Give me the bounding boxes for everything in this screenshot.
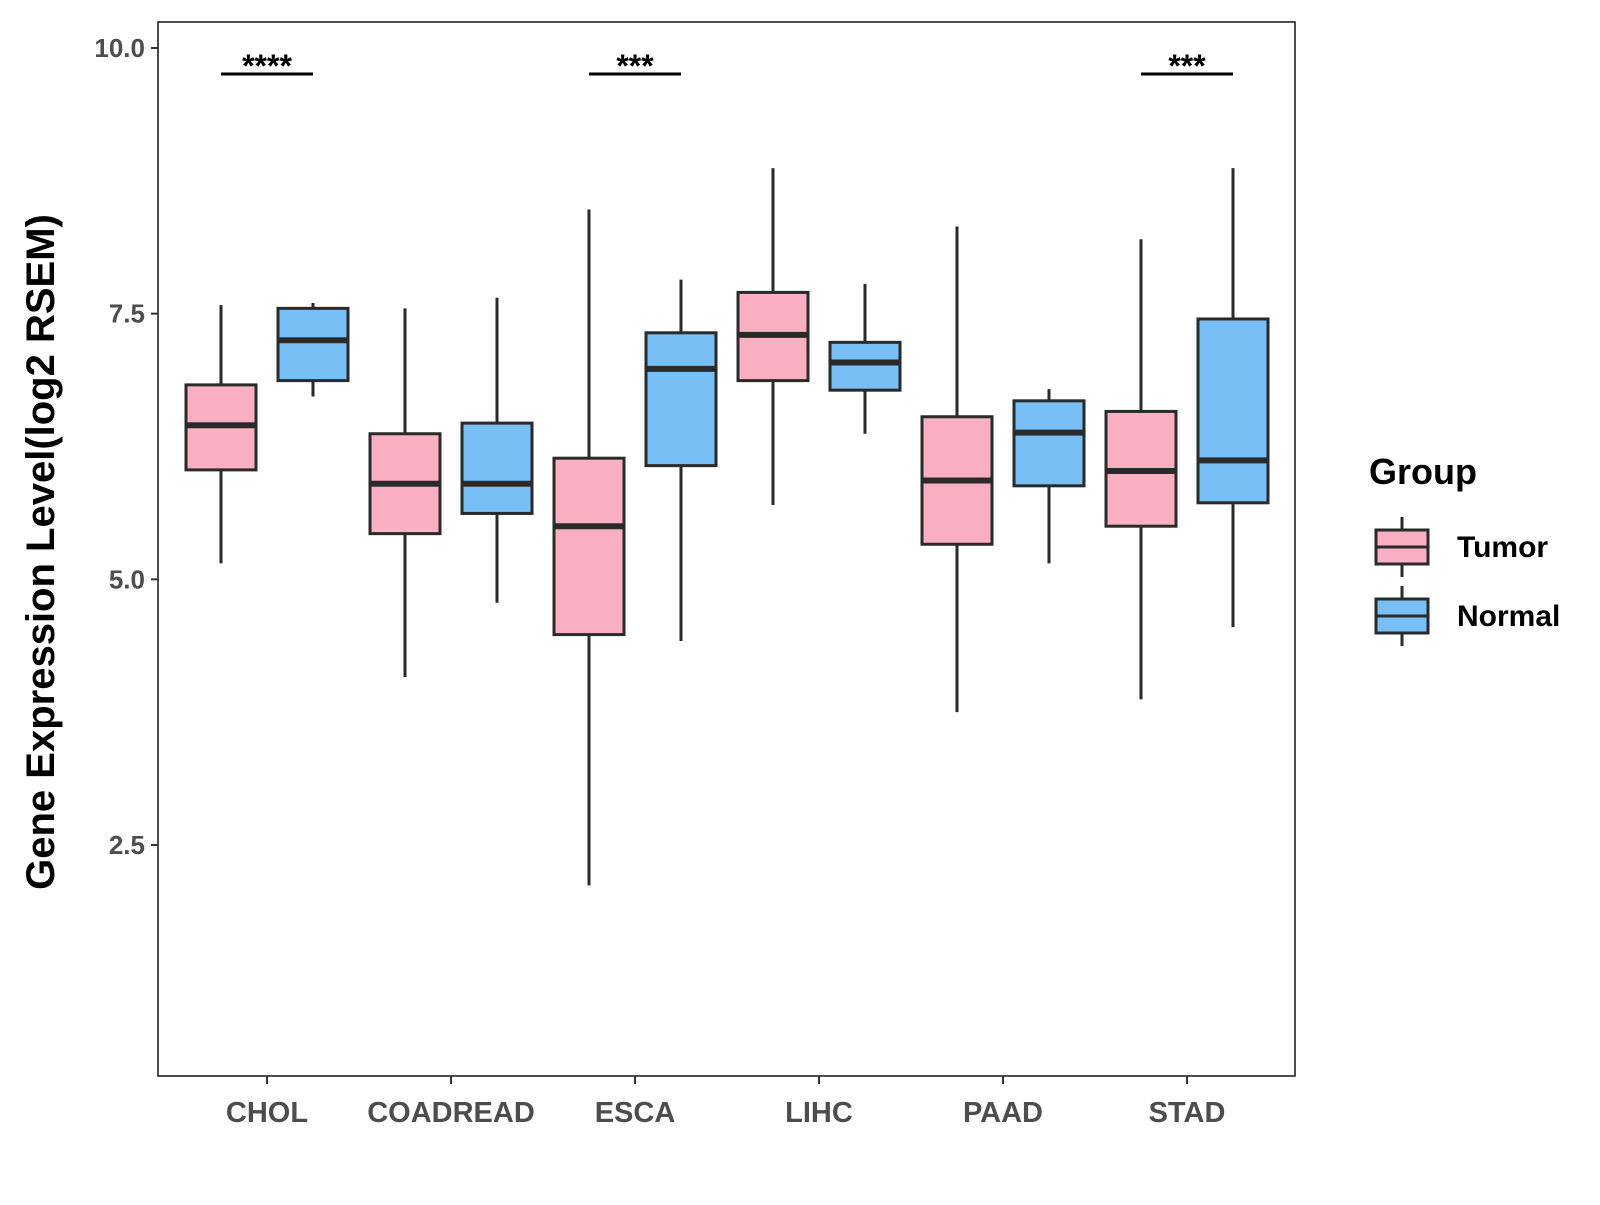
y-tick-label: 7.5 — [109, 299, 145, 329]
box-body — [552, 456, 626, 637]
box-normal-paad — [1012, 389, 1086, 564]
box-tumor-esca — [552, 209, 626, 886]
x-tick-label: ESCA — [595, 1097, 676, 1129]
significance-label: *** — [616, 48, 654, 84]
box-body — [276, 306, 350, 383]
legend-key-tumor — [1374, 517, 1430, 577]
x-tick-label: CHOL — [226, 1097, 308, 1129]
box-normal-chol — [276, 303, 350, 397]
x-tick-label: LIHC — [785, 1097, 853, 1129]
box-normal-esca — [644, 279, 718, 641]
x-tick-label: COADREAD — [367, 1097, 535, 1129]
y-axis-title: Gene Expression Level(log2 RSEM) — [19, 214, 63, 890]
box-tumor-lihc — [736, 168, 810, 505]
legend-title: Group — [1369, 451, 1477, 492]
box-body — [1196, 317, 1270, 505]
legend-label-normal: Normal — [1457, 600, 1560, 633]
box-body — [460, 421, 534, 515]
box-normal-stad — [1196, 168, 1270, 628]
significance-label: **** — [242, 48, 292, 84]
box-tumor-paad — [920, 226, 994, 713]
box-body — [644, 331, 718, 468]
legend-label-tumor: Tumor — [1457, 531, 1548, 564]
box-body — [828, 340, 902, 392]
box-tumor-chol — [184, 305, 258, 564]
x-tick-label: STAD — [1149, 1097, 1226, 1129]
box-body — [1012, 399, 1086, 488]
legend-key-normal — [1374, 586, 1430, 646]
y-tick-label: 10.0 — [94, 33, 145, 63]
y-tick-label: 5.0 — [109, 564, 145, 594]
significance-label: *** — [1168, 48, 1206, 84]
box-normal-coadread — [460, 297, 534, 603]
y-tick-label: 2.5 — [109, 830, 145, 860]
box-tumor-stad — [1104, 239, 1178, 700]
box-tumor-coadread — [368, 308, 442, 678]
box-normal-lihc — [828, 283, 902, 434]
x-tick-label: PAAD — [963, 1097, 1043, 1129]
plot-panel-border — [157, 21, 1296, 1077]
